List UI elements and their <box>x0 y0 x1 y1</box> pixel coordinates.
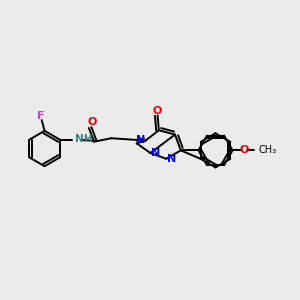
Text: NH: NH <box>76 134 93 143</box>
Text: N: N <box>151 148 160 158</box>
Text: O: O <box>87 117 97 127</box>
Text: CH₃: CH₃ <box>259 146 277 155</box>
Text: O: O <box>240 146 249 155</box>
Text: F: F <box>38 111 45 121</box>
Text: N: N <box>136 135 145 145</box>
Text: O: O <box>153 106 162 116</box>
Text: N: N <box>167 154 176 164</box>
